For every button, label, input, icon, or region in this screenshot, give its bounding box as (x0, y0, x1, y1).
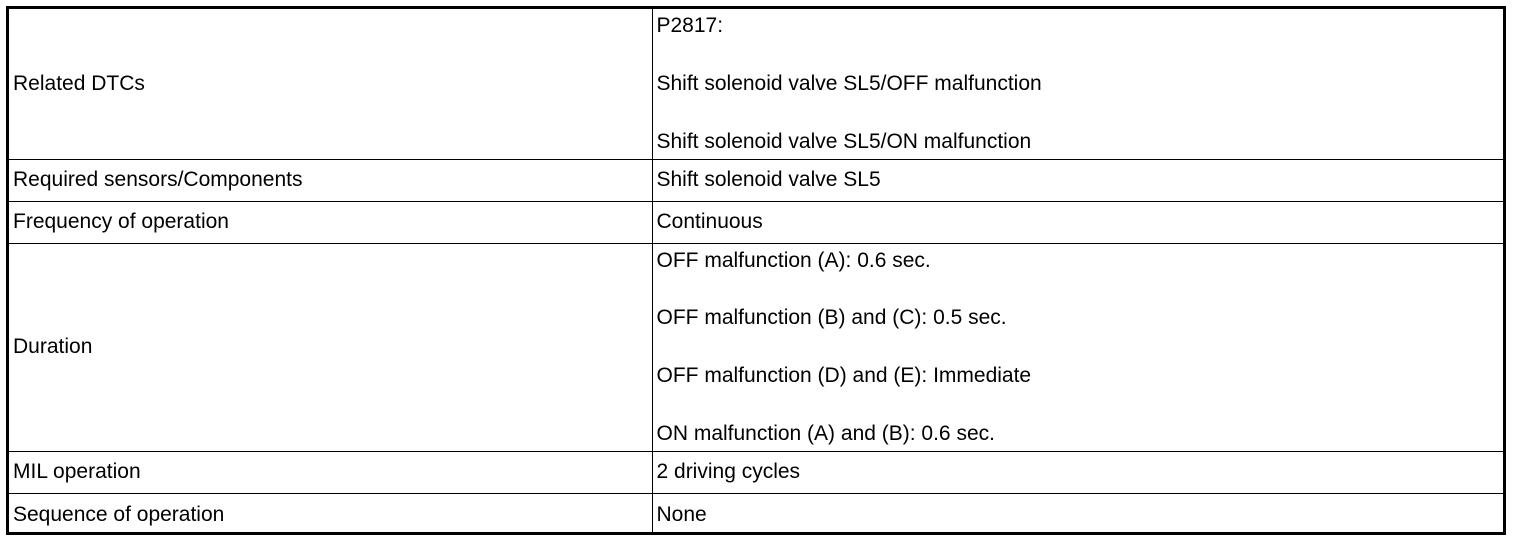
dtc-info-table-frame: Related DTCs P2817: Shift solenoid valve… (6, 6, 1506, 535)
table-row: Required sensors/Components Shift soleno… (9, 158, 1503, 202)
dtc-description-off: Shift solenoid valve SL5/OFF malfunction (656, 72, 1042, 96)
table-row: Related DTCs P2817: Shift solenoid valve… (9, 9, 1503, 160)
dtc-info-table: Related DTCs P2817: Shift solenoid valve… (9, 9, 1503, 535)
row-label-frequency: Frequency of operation (9, 200, 653, 244)
table-row: MIL operation 2 driving cycles (9, 450, 1503, 494)
dtc-description-on: Shift solenoid valve SL5/ON malfunction (656, 130, 1032, 154)
row-value-sequence: None (651, 492, 1503, 535)
duration-off-a: OFF malfunction (A): 0.6 sec. (656, 248, 931, 272)
row-label-related-dtcs: Related DTCs (9, 9, 653, 160)
table-row: Duration OFF malfunction (A): 0.6 sec. O… (9, 242, 1503, 452)
duration-off-b-c: OFF malfunction (B) and (C): 0.5 sec. (656, 306, 1007, 330)
row-value-duration: OFF malfunction (A): 0.6 sec. OFF malfun… (651, 242, 1503, 452)
row-label-required-sensors: Required sensors/Components (9, 158, 653, 202)
row-value-related-dtcs: P2817: Shift solenoid valve SL5/OFF malf… (651, 9, 1503, 160)
row-label-sequence: Sequence of operation (9, 492, 653, 535)
table-row: Frequency of operation Continuous (9, 200, 1503, 244)
row-value-required-sensors: Shift solenoid valve SL5 (651, 158, 1503, 202)
duration-off-d-e: OFF malfunction (D) and (E): Immediate (656, 364, 1032, 388)
duration-on-a-b: ON malfunction (A) and (B): 0.6 sec. (656, 422, 995, 446)
row-value-frequency: Continuous (651, 200, 1503, 244)
table-row: Sequence of operation None (9, 492, 1503, 535)
row-label-mil-operation: MIL operation (9, 450, 653, 494)
row-value-mil-operation: 2 driving cycles (651, 450, 1503, 494)
row-label-duration: Duration (9, 242, 653, 452)
dtc-code: P2817: (656, 14, 724, 37)
